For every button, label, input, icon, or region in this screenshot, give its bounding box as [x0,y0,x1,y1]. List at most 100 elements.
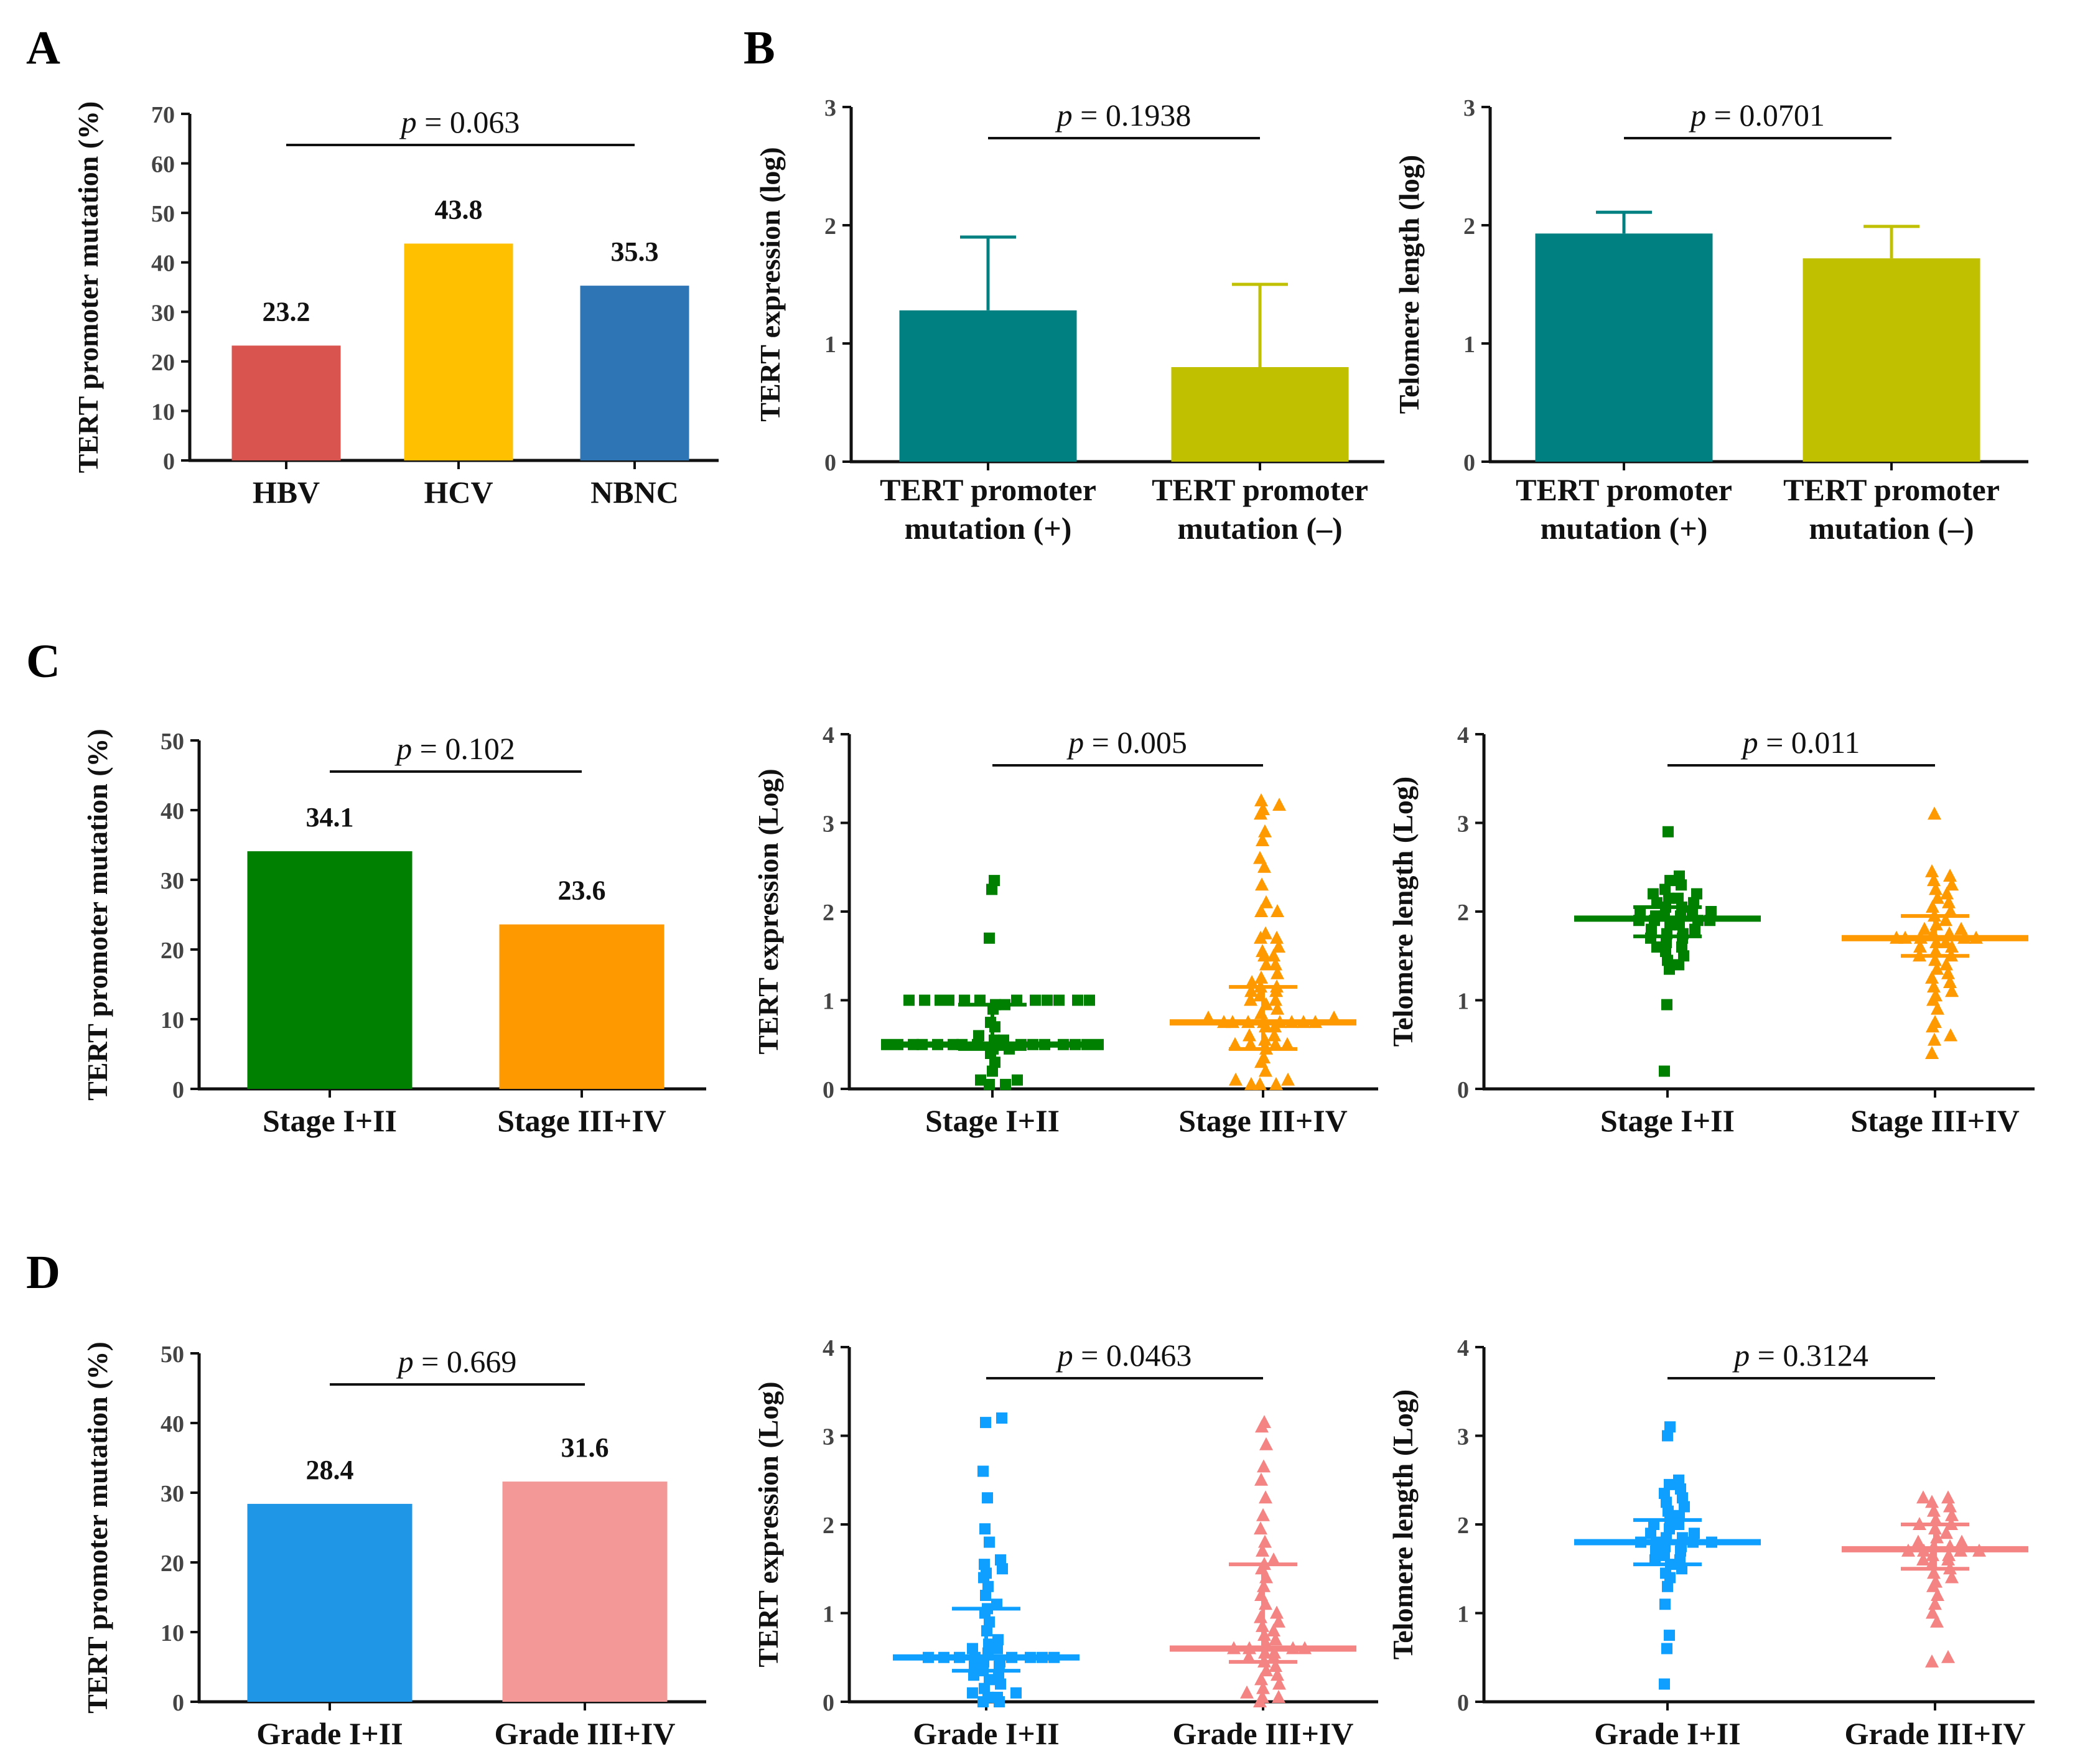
point-d2-0-43 [982,1492,993,1504]
point-d3-0-30 [1679,1501,1690,1513]
p-symbol-c1: p [394,731,420,766]
y-tick-label-b1-1: 1 [824,332,836,358]
point-c2-1-45 [1256,944,1269,958]
point-d2-0-38 [997,1563,1008,1575]
y-tick-label-d3-2: 2 [1457,1513,1469,1539]
y-tick-label-a-5: 50 [151,201,175,227]
bar-value-label-d1-0: 28.4 [306,1455,354,1485]
point-d3-1-25 [1939,1526,1953,1539]
point-c3-1-31 [1954,922,1968,935]
point-c3-0-34 [1648,888,1659,900]
point-d2-1-37 [1256,1508,1270,1521]
y-tick-label-d3-0: 0 [1457,1690,1469,1716]
point-c2-0-45 [986,884,997,895]
point-d3-1-0 [1925,1654,1939,1668]
point-d2-1-36 [1254,1521,1267,1535]
point-c3-1-10 [1943,975,1957,988]
p-value-label-d1: p = 0.669 [396,1344,517,1379]
p-value-label-c2: p = 0.005 [1066,725,1187,760]
y-tick-label-b2-1: 1 [1463,332,1475,358]
point-c2-0-1 [1000,1078,1011,1090]
point-d3-0-37 [1662,1430,1673,1442]
p-value-c1: = 0.102 [420,731,515,766]
y-tick-label-a-1: 10 [151,399,175,425]
point-c2-1-60 [1272,798,1286,811]
y-axis-title-d1: TERT promoter mutation (%) [82,1342,113,1714]
point-c2-1-54 [1257,859,1271,873]
point-c3-0-9 [1661,936,1672,948]
chart-c1: 0 10 20 30 40 50 TERT promoter mutation (%) Sta… [82,729,706,1138]
point-c2-1-2 [1244,1076,1258,1090]
point-d3-0-36 [1673,1474,1684,1486]
y-tick-label-d1-4: 40 [161,1411,184,1437]
point-c3-1-1 [1928,1032,1941,1046]
point-d3-1-29 [1929,1512,1942,1526]
y-tick-label-c3-2: 2 [1457,900,1469,926]
point-d3-0-38 [1664,1421,1676,1433]
point-d3-1-4 [1928,1597,1942,1610]
point-d2-1-24 [1272,1614,1285,1628]
p-value-c2: = 0.005 [1092,725,1187,760]
point-c2-1-50 [1254,904,1268,917]
point-d3-0-22 [1645,1528,1656,1539]
point-c2-0-38 [935,994,946,1006]
category-label-b2-0-1: mutation (+) [1541,511,1708,546]
y-tick-label-c2-3: 3 [823,811,834,838]
y-tick-label-a-7: 70 [151,102,175,128]
point-c2-1-35 [1244,984,1258,997]
point-c2-1-11 [1280,1037,1294,1050]
point-c3-0-5 [1678,950,1689,962]
point-d2-1-26 [1270,1605,1284,1619]
point-c3-0-40 [1663,826,1674,838]
point-d3-0-34 [1675,1483,1686,1495]
category-label-a-2: NBNC [590,475,679,510]
point-d2-1-25 [1254,1610,1267,1623]
point-d2-0-25 [992,1643,1003,1654]
point-c3-1-44 [1925,864,1939,877]
point-c3-1-7 [1929,988,1942,1002]
point-c3-1-14 [1939,957,1953,971]
point-d2-1-9 [1269,1659,1282,1672]
bar-d1-1 [502,1482,668,1702]
point-c2-0-43 [1084,994,1095,1006]
point-c3-1-41 [1945,877,1959,891]
point-d2-0-8 [984,1674,995,1686]
bar-value-label-a-2: 35.3 [611,236,659,267]
point-c3-1-20 [1913,940,1927,953]
chart-c2: 0 1 2 3 4 TERT expression (Log) Stage I+II Stag… [752,722,1378,1138]
y-tick-label-c2-2: 2 [823,900,834,926]
point-c3-0-7 [1676,941,1687,953]
y-tick-label-b2-2: 2 [1463,213,1475,240]
p-value-label-c3: p = 0.011 [1741,725,1860,760]
point-c2-1-39 [1254,970,1268,984]
p-value-label-b2: p = 0.0701 [1689,98,1825,133]
category-label-b1-0-1: mutation (+) [905,511,1072,546]
category-label-a-1: HCV [424,475,493,510]
category-label-c3-0: Stage I+II [1600,1103,1735,1138]
point-c2-1-38 [1245,975,1259,988]
point-c2-1-5 [1259,1063,1272,1077]
point-d3-1-8 [1945,1570,1959,1584]
point-c2-0-23 [881,1038,892,1050]
point-c2-1-56 [1256,833,1269,846]
point-c2-1-41 [1259,957,1273,971]
category-label-c1-1: Stage III+IV [497,1103,666,1138]
point-c3-0-17 [1674,919,1685,931]
point-d3-1-35 [1916,1490,1930,1504]
point-c3-1-43 [1943,869,1957,882]
category-label-b1-0-0: TERT promoter [880,472,1096,507]
point-c3-1-22 [1939,935,1952,948]
p-symbol-c3: p [1741,725,1766,760]
point-c3-1-42 [1927,873,1941,887]
point-d3-1-7 [1929,1574,1942,1588]
y-axis-title-d2: TERT expression (Log) [752,1381,784,1667]
point-d3-1-30 [1945,1508,1959,1521]
point-c2-0-22 [1093,1038,1104,1050]
y-tick-label-d1-3: 30 [161,1481,184,1507]
point-d2-0-46 [996,1412,1007,1424]
p-value-d1: = 0.669 [421,1344,516,1379]
p-value-label-c1: p = 0.102 [394,731,515,766]
point-c2-1-42 [1269,957,1282,971]
point-d2-0-42 [979,1523,991,1535]
